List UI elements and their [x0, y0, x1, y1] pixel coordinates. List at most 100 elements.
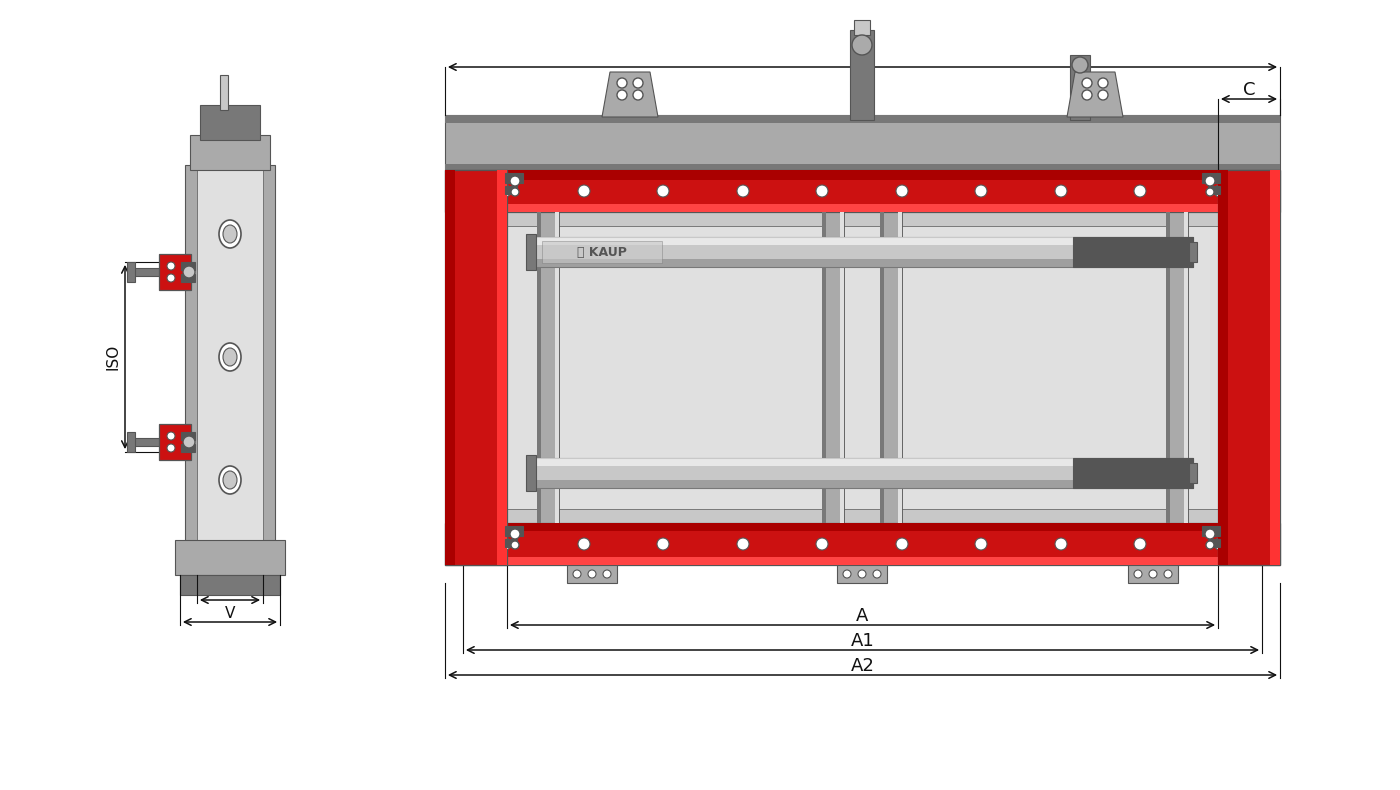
Circle shape [183, 266, 195, 278]
Bar [1128, 565, 1177, 583]
Bar [532, 458, 1193, 466]
Bar [1208, 539, 1219, 547]
Circle shape [657, 538, 669, 550]
Bar [532, 259, 1193, 267]
Bar [1070, 55, 1091, 120]
Circle shape [498, 185, 511, 197]
Circle shape [1134, 538, 1147, 550]
Bar [532, 237, 1193, 267]
Bar [445, 523, 1280, 565]
Circle shape [167, 274, 175, 282]
Bar [445, 170, 455, 565]
Bar [1218, 170, 1228, 565]
Circle shape [974, 185, 987, 197]
Bar [197, 170, 263, 545]
Circle shape [1149, 570, 1156, 578]
Circle shape [617, 90, 627, 100]
Circle shape [510, 176, 519, 186]
Bar [532, 237, 1193, 245]
Circle shape [657, 185, 669, 197]
Bar [507, 212, 1218, 523]
Bar [505, 186, 517, 194]
Bar [181, 444, 195, 452]
Bar [181, 274, 195, 282]
Circle shape [1082, 90, 1092, 100]
Circle shape [736, 538, 749, 550]
Circle shape [874, 570, 881, 578]
Circle shape [816, 538, 827, 550]
Bar [497, 170, 507, 565]
Bar [200, 105, 260, 140]
Bar [185, 165, 274, 550]
Ellipse shape [223, 348, 237, 366]
Bar [181, 575, 280, 595]
Bar [132, 268, 160, 276]
Circle shape [843, 570, 851, 578]
Circle shape [1205, 529, 1215, 539]
Text: A: A [857, 607, 868, 625]
Bar [1189, 463, 1197, 483]
Circle shape [167, 432, 175, 440]
Text: B: B [857, 49, 868, 67]
Bar [532, 480, 1193, 488]
Bar [175, 540, 286, 575]
Bar [1189, 242, 1197, 262]
Ellipse shape [218, 466, 241, 494]
Circle shape [1056, 185, 1067, 197]
Circle shape [573, 570, 581, 578]
Bar [505, 539, 517, 547]
Circle shape [1098, 78, 1107, 88]
Bar [181, 432, 195, 440]
Circle shape [617, 78, 627, 88]
Bar [507, 509, 1218, 523]
Circle shape [1056, 538, 1067, 550]
Bar [881, 212, 902, 523]
Bar [445, 164, 1280, 170]
Bar [160, 424, 190, 460]
Bar [1072, 458, 1193, 488]
Polygon shape [602, 72, 658, 117]
Circle shape [1205, 188, 1214, 196]
Bar [181, 262, 195, 270]
Bar [445, 557, 1280, 565]
Text: ISO: ISO [105, 344, 120, 371]
Circle shape [1098, 90, 1107, 100]
Text: C: C [1243, 81, 1256, 99]
Text: Ⓚ KAUP: Ⓚ KAUP [577, 246, 627, 258]
Circle shape [816, 185, 827, 197]
Circle shape [853, 35, 872, 55]
Bar [1072, 237, 1193, 267]
Circle shape [511, 188, 519, 196]
Bar [505, 526, 524, 536]
Bar [1218, 170, 1280, 565]
Bar [854, 20, 869, 35]
Circle shape [578, 185, 589, 197]
Circle shape [578, 538, 589, 550]
Bar [445, 170, 1280, 212]
Bar [840, 212, 844, 523]
Bar [190, 135, 270, 170]
Text: A2: A2 [851, 657, 875, 675]
Bar [837, 565, 888, 583]
Circle shape [1214, 185, 1226, 197]
Bar [127, 262, 134, 282]
Bar [445, 170, 507, 565]
Bar [507, 212, 1218, 226]
Bar [445, 115, 1280, 170]
Circle shape [1072, 57, 1088, 73]
Bar [445, 523, 1280, 531]
Bar [220, 75, 228, 110]
Bar [526, 234, 536, 270]
Bar [822, 212, 826, 523]
Circle shape [633, 78, 643, 88]
Circle shape [498, 538, 511, 550]
Ellipse shape [218, 220, 241, 248]
Circle shape [974, 538, 987, 550]
Circle shape [633, 90, 643, 100]
Circle shape [1134, 570, 1142, 578]
Circle shape [896, 185, 909, 197]
Bar [850, 30, 874, 120]
Bar [1166, 212, 1170, 523]
Bar [881, 212, 883, 523]
Circle shape [167, 262, 175, 270]
